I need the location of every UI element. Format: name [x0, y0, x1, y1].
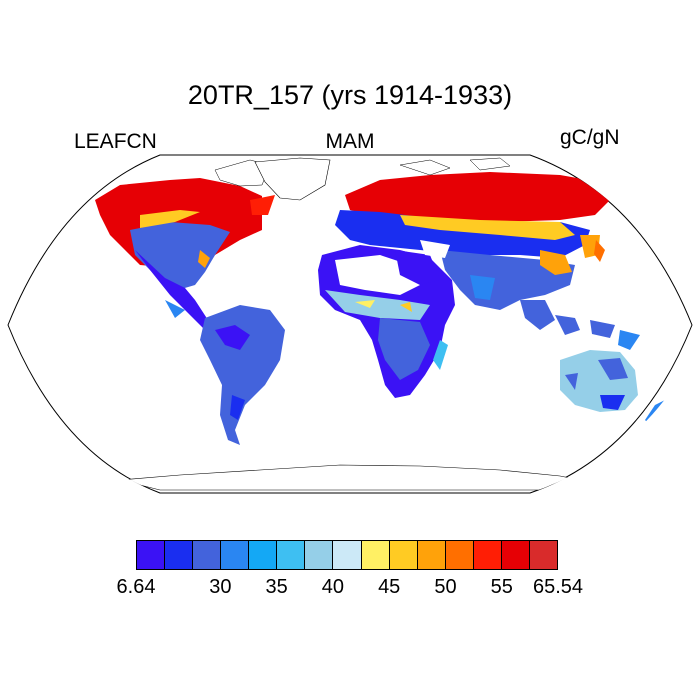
southeast-asia-region	[555, 315, 640, 350]
colorbar-swatch	[389, 541, 418, 569]
colorbar-tick-label: 55	[490, 576, 513, 598]
colorbar-tick-label: 45	[378, 576, 401, 598]
colorbar-tick-label: 40	[321, 576, 345, 598]
colorbar-tick-label: 35	[265, 576, 288, 598]
greenland-region	[254, 157, 331, 201]
colorbar-swatch	[417, 541, 446, 569]
colorbar-tick-label: 6.64	[116, 576, 156, 598]
colorbar-swatch	[445, 541, 474, 569]
colorbar-swatch	[137, 541, 166, 569]
colorbar-tick-label: 30	[209, 576, 232, 598]
south-america-region	[200, 305, 285, 445]
colorbar-ticks: 6.64 30 35 40 45 50 55 65.54	[0, 576, 700, 606]
variable-label: LEAFCN	[74, 130, 157, 153]
japan-region	[594, 240, 605, 262]
colorbar-swatch	[277, 541, 306, 569]
north-america-region	[95, 159, 275, 335]
map-title: 20TR_157 (yrs 1914-1933)	[187, 80, 513, 110]
colorbar-swatch	[221, 541, 250, 569]
colorbar-swatch	[193, 541, 222, 569]
colorbar-tick-label: 50	[434, 576, 457, 598]
eurasia-region	[335, 172, 610, 330]
africa-region	[318, 245, 455, 398]
australia-region	[560, 350, 638, 412]
colorbar-swatch	[501, 541, 530, 569]
antarctica-outline	[119, 464, 601, 491]
colorbar-swatch	[249, 541, 278, 569]
season-label: MAM	[325, 130, 375, 153]
colorbar-swatch	[165, 541, 194, 569]
units-label: gC/gN	[560, 126, 620, 149]
colorbar-tick-label: 65.54	[532, 576, 584, 598]
colorbar	[136, 540, 558, 570]
colorbar-swatch	[333, 541, 362, 569]
colorbar-swatch	[529, 541, 557, 569]
colorbar-swatch	[305, 541, 334, 569]
colorbar-swatch	[473, 541, 502, 569]
colorbar-swatch	[361, 541, 390, 569]
